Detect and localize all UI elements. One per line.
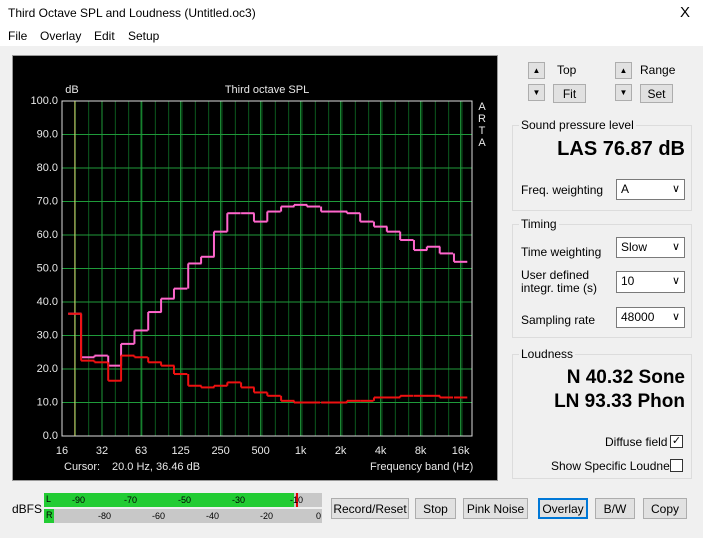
checkbox[interactable]	[670, 459, 683, 472]
checkbox-label: Show Specific Loudness	[551, 459, 682, 473]
y-tick-label: 0.0	[43, 430, 58, 442]
brand-letter: T	[479, 125, 486, 137]
menu-item[interactable]: Setup	[128, 29, 160, 43]
meter-mark: -70	[124, 495, 138, 505]
x-tick-label: 4k	[375, 445, 387, 457]
menu-item[interactable]: Edit	[94, 29, 115, 43]
y-unit: dB	[65, 84, 78, 96]
spl-group: Sound pressure level LAS 76.87 dB Freq. …	[512, 118, 692, 211]
button[interactable]: Stop	[415, 498, 456, 519]
spin-up[interactable]: ▲	[528, 62, 545, 79]
loudness-group: Loudness N 40.32 Sone LN 93.33 Phon Diff…	[512, 347, 692, 479]
meter-channel: L	[46, 494, 52, 504]
y-tick-label: 90.0	[37, 128, 58, 140]
checkbox[interactable]: ✓	[670, 435, 683, 448]
brand-letter: A	[478, 137, 486, 149]
button[interactable]: Copy	[643, 498, 687, 519]
spin-up[interactable]: ▲	[615, 62, 632, 79]
spl-reading: LAS 76.87 dB	[557, 138, 685, 160]
meter-mark: -30	[232, 495, 246, 505]
range-label: Range	[640, 63, 676, 77]
meter-level	[44, 509, 54, 523]
chart: Third octave SPL dB A R T A Cursor: 20.0…	[30, 84, 486, 473]
select[interactable]: Slow	[616, 237, 685, 258]
meter-mark: -50	[178, 495, 192, 505]
field-label: Sampling rate	[521, 313, 596, 327]
text-input[interactable]: 10	[616, 271, 685, 293]
button[interactable]: Overlay	[538, 498, 588, 519]
menu-item[interactable]: Overlay	[40, 29, 82, 43]
x-tick-label: 8k	[415, 445, 427, 457]
meter-channel: R	[46, 510, 53, 520]
select[interactable]: 48000	[616, 307, 685, 328]
x-axis-label: Frequency band (Hz)	[370, 461, 473, 473]
menu-bar: File Overlay Edit Setup	[0, 26, 703, 46]
y-tick-label: 100.0	[30, 95, 58, 107]
meter-mark: -90	[72, 495, 86, 505]
close-button[interactable]: X	[680, 4, 691, 21]
x-tick-label: 16k	[452, 445, 470, 457]
field-label: integr. time (s)	[521, 281, 598, 295]
meter-mark: -60	[152, 511, 166, 521]
window-title: Third Octave SPL and Loudness (Untitled.…	[8, 6, 256, 20]
button[interactable]: Pink Noise	[463, 498, 528, 519]
brand-letter: A	[478, 101, 486, 113]
group-title: Loudness	[519, 347, 576, 361]
checkbox-label: Diffuse field	[605, 435, 668, 449]
meter-label: dBFS	[12, 502, 43, 516]
set-button[interactable]: Set	[640, 84, 673, 103]
field-label: Freq. weighting	[521, 183, 604, 197]
y-tick-label: 50.0	[37, 262, 58, 274]
field-label: User defined	[521, 268, 590, 282]
field-label: Time weighting	[521, 245, 602, 259]
x-tick-label: 500	[251, 445, 269, 457]
x-tick-label: 125	[171, 445, 189, 457]
x-tick-label: 63	[135, 445, 147, 457]
y-tick-label: 60.0	[37, 229, 58, 241]
fit-button[interactable]: Fit	[553, 84, 586, 103]
meter-left: L -90 -70 -50 -30 -10	[44, 493, 322, 507]
title-bar: Third Octave SPL and Loudness (Untitled.…	[0, 0, 703, 26]
spin-down[interactable]: ▼	[528, 84, 545, 101]
x-tick-label: 32	[96, 445, 108, 457]
select[interactable]: A	[616, 179, 685, 200]
y-tick-label: 70.0	[37, 195, 58, 207]
loudness-phon: LN 93.33 Phon	[554, 391, 685, 412]
y-tick-label: 30.0	[37, 329, 58, 341]
menu-item[interactable]: File	[8, 29, 28, 43]
y-tick-label: 20.0	[37, 363, 58, 375]
meter-right: R -80 -60 -40 -20 0	[44, 509, 322, 523]
button[interactable]: Record/Reset	[331, 498, 409, 519]
y-tick-label: 10.0	[37, 396, 58, 408]
x-tick-label: 2k	[335, 445, 347, 457]
meter-mark: 0	[316, 511, 322, 521]
cursor-label: Cursor:	[64, 461, 100, 473]
meter-level	[44, 493, 294, 507]
x-tick-label: 250	[211, 445, 229, 457]
timing-group: Timing Time weighting Slow User defined …	[512, 217, 692, 338]
chart-title: Third octave SPL	[225, 84, 309, 96]
group-title: Sound pressure level	[519, 118, 636, 132]
brand-letter: R	[478, 113, 486, 125]
x-tick-label: 16	[56, 445, 68, 457]
meter-mark: -80	[98, 511, 112, 521]
loudness-sone: N 40.32 Sone	[566, 367, 685, 388]
cursor-readout: 20.0 Hz, 36.46 dB	[112, 461, 200, 473]
plot-frame	[61, 100, 473, 437]
spin-down[interactable]: ▼	[615, 84, 632, 101]
x-tick-label: 1k	[295, 445, 307, 457]
meter-peak	[296, 493, 298, 507]
group-title: Timing	[519, 217, 559, 231]
y-tick-label: 40.0	[37, 296, 58, 308]
meter-mark: -40	[206, 511, 220, 521]
meter-mark: -20	[260, 511, 274, 521]
meter-mark: -10	[290, 495, 304, 505]
y-tick-label: 80.0	[37, 162, 58, 174]
top-label: Top	[557, 63, 577, 77]
button[interactable]: B/W	[595, 498, 635, 519]
